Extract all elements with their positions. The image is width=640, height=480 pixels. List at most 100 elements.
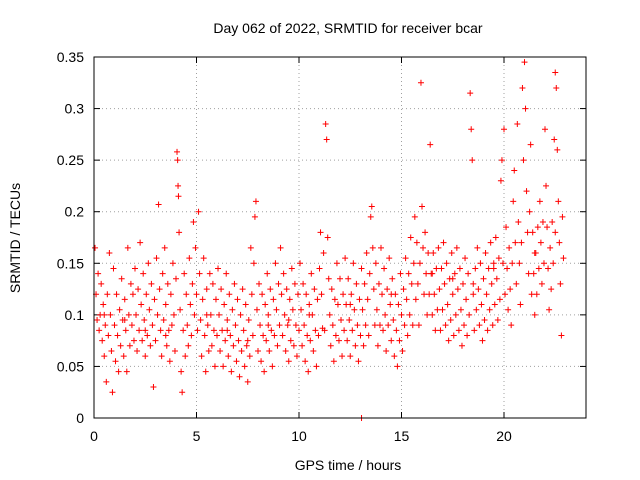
- data-point: [161, 244, 168, 251]
- data-point: [511, 167, 518, 174]
- data-point: [425, 249, 432, 256]
- data-point: [367, 213, 374, 220]
- x-axis-label: GPS time / hours: [295, 457, 402, 473]
- data-point: [521, 59, 528, 66]
- data-point: [244, 337, 251, 344]
- data-point: [133, 311, 140, 318]
- data-point: [442, 322, 449, 329]
- data-point: [170, 311, 177, 318]
- data-point: [373, 306, 380, 313]
- data-point: [325, 275, 332, 282]
- y-axis-label: SRMTID / TECUs: [7, 183, 23, 293]
- data-point: [327, 342, 334, 349]
- data-point: [473, 306, 480, 313]
- data-point: [480, 275, 487, 282]
- data-point: [253, 306, 260, 313]
- data-point: [523, 188, 530, 195]
- data-point: [224, 317, 231, 324]
- data-point: [387, 301, 394, 308]
- data-point: [342, 255, 349, 262]
- data-point: [275, 280, 282, 287]
- data-point: [312, 327, 319, 334]
- data-point: [303, 291, 310, 298]
- data-point: [144, 332, 151, 339]
- data-point: [531, 311, 538, 318]
- data-point: [262, 301, 269, 308]
- data-point: [506, 244, 513, 251]
- data-point: [123, 368, 130, 375]
- data-point: [321, 327, 328, 334]
- data-point: [505, 306, 512, 313]
- data-point: [347, 353, 354, 360]
- data-point: [258, 358, 265, 365]
- data-point: [152, 337, 159, 344]
- data-point: [116, 306, 123, 313]
- data-point: [203, 286, 210, 293]
- data-point: [539, 219, 546, 226]
- data-point: [110, 265, 117, 272]
- data-point: [415, 322, 422, 329]
- data-point: [549, 219, 556, 226]
- data-point: [287, 337, 294, 344]
- data-point: [379, 291, 386, 298]
- data-point: [171, 347, 178, 354]
- data-point: [324, 234, 331, 241]
- data-point: [304, 332, 311, 339]
- data-point: [124, 244, 131, 251]
- data-point: [363, 249, 370, 256]
- data-point: [382, 311, 389, 318]
- data-point: [495, 255, 502, 262]
- data-point: [329, 322, 336, 329]
- data-point: [361, 280, 368, 287]
- data-point: [229, 306, 236, 313]
- data-point: [477, 260, 484, 267]
- data-point: [313, 363, 320, 370]
- data-point: [238, 347, 245, 354]
- data-point: [358, 265, 365, 272]
- data-point: [397, 270, 404, 277]
- data-point: [412, 296, 419, 303]
- data-point: [533, 291, 540, 298]
- data-point: [451, 270, 458, 277]
- data-point: [164, 280, 171, 287]
- data-point: [552, 229, 559, 236]
- data-point: [374, 342, 381, 349]
- data-point: [471, 327, 478, 334]
- data-point: [352, 342, 359, 349]
- data-point: [494, 317, 501, 324]
- data-point: [239, 286, 246, 293]
- data-point: [405, 270, 412, 277]
- data-point: [475, 286, 482, 293]
- data-point: [186, 255, 193, 262]
- data-point: [399, 347, 406, 354]
- data-point: [210, 327, 217, 334]
- data-point: [223, 270, 230, 277]
- data-point: [467, 90, 474, 97]
- data-point: [422, 229, 429, 236]
- data-point: [154, 311, 161, 318]
- data-point: [417, 79, 424, 86]
- data-point: [514, 121, 521, 128]
- data-point: [340, 291, 347, 298]
- data-point: [489, 322, 496, 329]
- data-point: [155, 201, 162, 208]
- data-point: [438, 265, 445, 272]
- data-point: [401, 322, 408, 329]
- plot-frame: [93, 56, 587, 419]
- data-point: [179, 389, 186, 396]
- data-point: [517, 301, 524, 308]
- data-point: [333, 260, 340, 267]
- data-point: [294, 291, 301, 298]
- data-point: [212, 296, 219, 303]
- data-point: [255, 347, 261, 354]
- data-point: [211, 363, 218, 370]
- data-point: [481, 317, 488, 324]
- data-point: [108, 347, 115, 354]
- data-point: [159, 270, 166, 277]
- data-point: [314, 296, 321, 303]
- data-point: [178, 368, 185, 375]
- data-point: [396, 337, 403, 344]
- data-point: [551, 136, 558, 143]
- data-point: [416, 260, 423, 267]
